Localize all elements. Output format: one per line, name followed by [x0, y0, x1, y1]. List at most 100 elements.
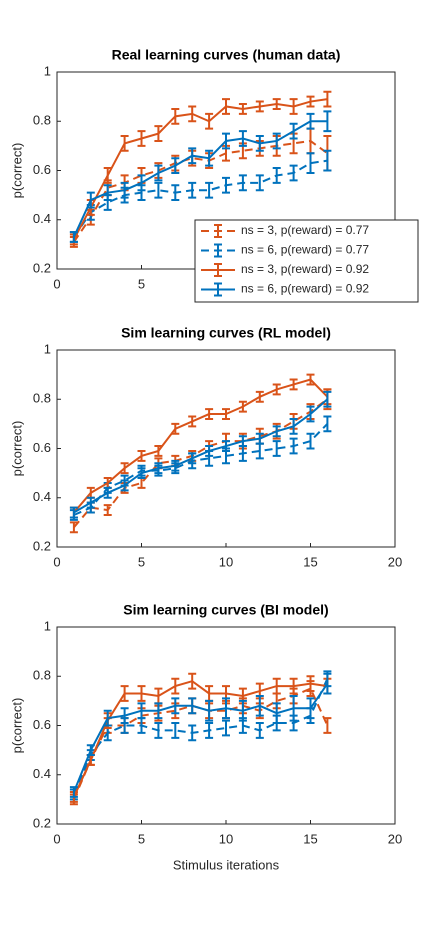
- error-bar: [171, 107, 180, 125]
- error-bar: [272, 440, 281, 457]
- error-bar: [272, 702, 281, 725]
- error-bar: [272, 167, 281, 184]
- series-line: [72, 680, 328, 798]
- series-line: [72, 678, 329, 795]
- error-bar: [69, 231, 78, 243]
- error-bar: [154, 722, 163, 739]
- error-bar: [188, 147, 197, 165]
- error-bar: [255, 694, 264, 717]
- x-axis-label: Stimulus iterations: [173, 857, 280, 872]
- error-bar: [103, 486, 112, 499]
- error-bar: [188, 672, 197, 690]
- error-bar: [255, 390, 264, 403]
- y-tick-label: 0.4: [33, 211, 51, 226]
- error-bar: [120, 685, 129, 702]
- error-bar: [272, 98, 281, 110]
- y-tick-label: 0.4: [33, 766, 51, 781]
- series-line: [73, 378, 329, 514]
- error-bar: [306, 675, 315, 693]
- error-bar: [205, 149, 214, 167]
- y-tick-label: 1: [44, 618, 51, 633]
- series-line: [73, 423, 329, 516]
- error-bar: [69, 506, 78, 519]
- error-bar: [137, 467, 146, 480]
- error-bar: [306, 152, 315, 174]
- error-bar: [323, 149, 332, 172]
- error-bar: [171, 697, 180, 715]
- error-bar: [86, 744, 95, 757]
- error-bar: [137, 685, 146, 702]
- error-bar: [120, 707, 129, 725]
- error-bar: [205, 181, 214, 199]
- error-bar: [238, 174, 247, 192]
- error-bar: [323, 717, 332, 734]
- error-bar: [323, 672, 332, 695]
- error-bar: [103, 709, 112, 727]
- x-tick-label: 20: [388, 554, 402, 569]
- error-bar: [289, 677, 298, 695]
- legend-label: ns = 3, p(reward) = 0.92: [241, 262, 369, 276]
- error-bar: [188, 181, 197, 199]
- error-bar: [86, 496, 95, 509]
- error-bar: [188, 697, 197, 715]
- error-bar: [238, 400, 247, 413]
- y-tick-label: 0.4: [33, 489, 51, 504]
- chart-title: Sim learning curves (RL model): [121, 325, 331, 341]
- error-bar: [289, 417, 298, 435]
- chart-title: Sim learning curves (BI model): [123, 602, 328, 618]
- legend-label: ns = 3, p(reward) = 0.77: [241, 223, 369, 237]
- error-bar: [289, 122, 298, 140]
- error-bar: [205, 699, 214, 722]
- error-bar: [306, 405, 315, 423]
- error-bar: [272, 425, 281, 438]
- x-tick-label: 10: [219, 554, 233, 569]
- error-bar: [289, 437, 298, 455]
- series-line: [72, 687, 329, 800]
- x-tick-label: 5: [138, 276, 145, 291]
- error-bar: [222, 132, 230, 150]
- y-axis-label: p(correct): [9, 421, 24, 477]
- error-bar: [255, 722, 264, 739]
- error-bar: [205, 408, 214, 420]
- error-bar: [306, 432, 315, 450]
- error-bar: [171, 459, 180, 472]
- x-tick-label: 15: [303, 831, 317, 846]
- y-axis-label: p(correct): [9, 698, 24, 754]
- y-tick-label: 0.2: [33, 260, 51, 275]
- error-bar: [255, 174, 264, 192]
- legend-label: ns = 6, p(reward) = 0.77: [241, 243, 369, 257]
- error-bar: [120, 135, 129, 152]
- error-bar: [272, 383, 281, 396]
- error-bar: [222, 176, 230, 194]
- error-bar: [188, 452, 197, 465]
- x-tick-label: 10: [219, 831, 233, 846]
- error-bar: [255, 432, 264, 445]
- error-bar: [137, 130, 146, 147]
- error-bar: [238, 130, 247, 147]
- error-bar: [306, 373, 315, 386]
- error-bar: [188, 415, 197, 428]
- error-bar: [137, 174, 146, 192]
- legend-label: ns = 6, p(reward) = 0.92: [241, 282, 369, 296]
- legend-swatch-bar: [214, 224, 222, 238]
- error-bar: [103, 184, 112, 202]
- error-bar: [323, 390, 332, 408]
- error-bar: [289, 694, 298, 722]
- legend-swatch-bar: [214, 243, 222, 258]
- y-tick-label: 0.2: [33, 538, 51, 553]
- error-bar: [86, 191, 95, 209]
- series-line: [73, 398, 328, 528]
- y-tick-label: 0.6: [33, 162, 51, 177]
- x-tick-label: 0: [53, 831, 60, 846]
- error-bar: [289, 98, 298, 115]
- error-bar: [306, 95, 315, 108]
- error-bar: [323, 415, 332, 433]
- error-bar: [222, 719, 230, 737]
- error-bar: [222, 408, 230, 420]
- error-bar: [222, 440, 230, 452]
- error-bar: [137, 702, 146, 720]
- y-tick-label: 1: [44, 63, 51, 78]
- y-tick-label: 0.2: [33, 815, 51, 830]
- error-bar: [171, 184, 180, 202]
